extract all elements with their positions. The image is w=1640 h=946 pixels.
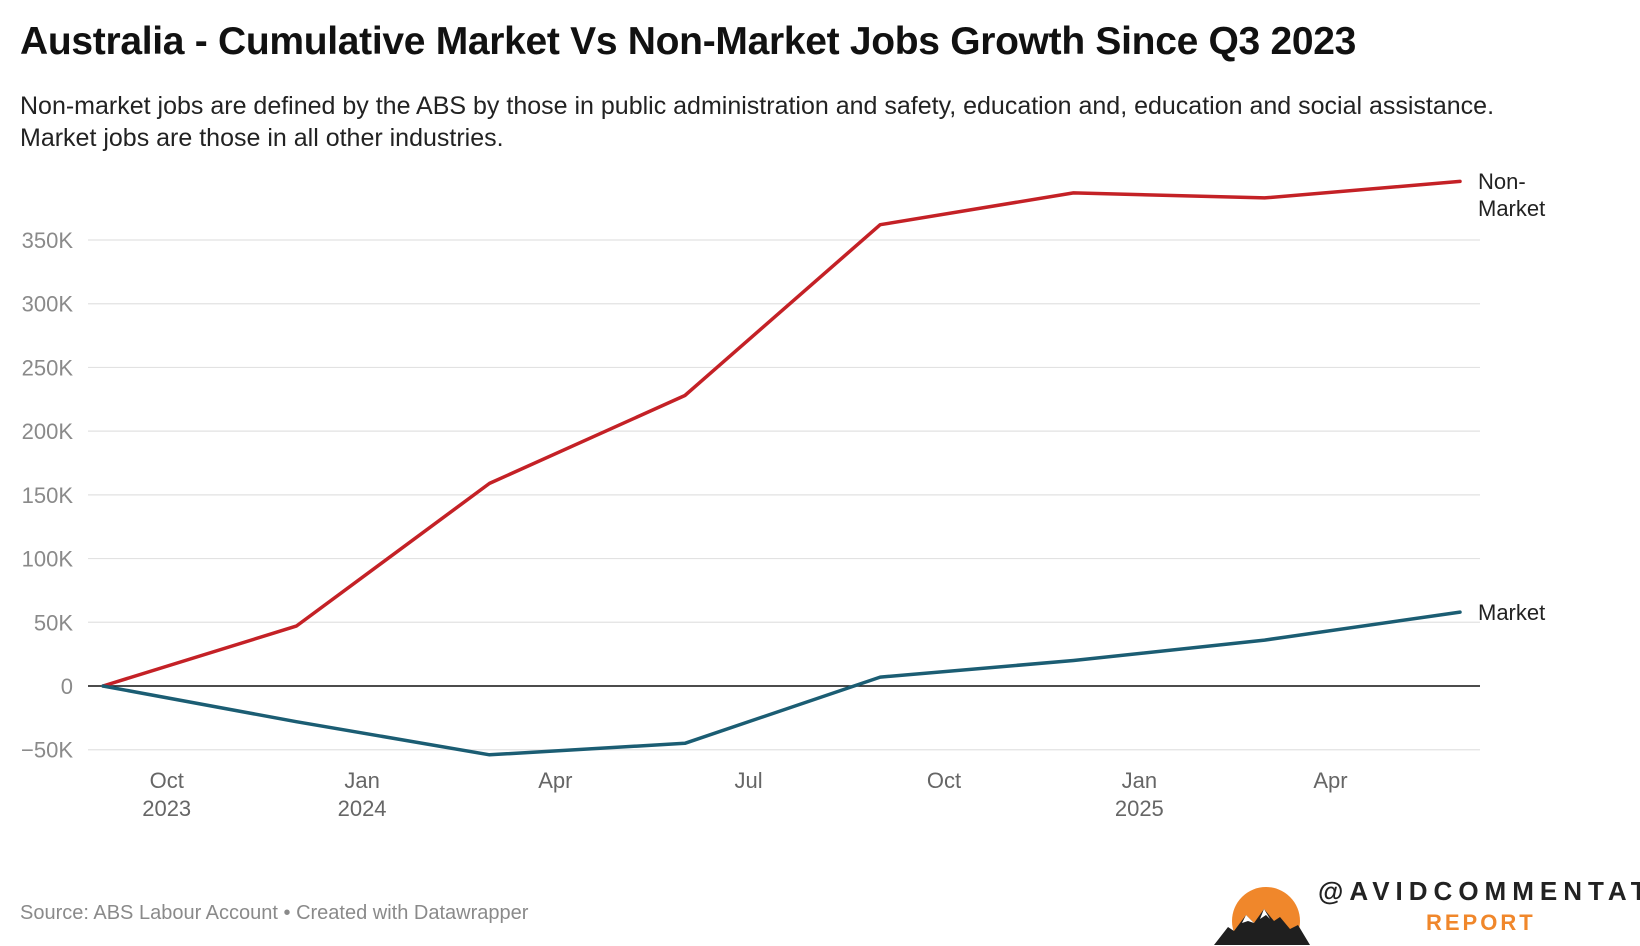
x-tick-label: Jul — [735, 768, 763, 793]
y-tick-label: 100K — [22, 547, 74, 572]
x-tick-year-label: 2023 — [142, 796, 191, 821]
x-tick-year-label: 2024 — [338, 796, 387, 821]
y-tick-label: 200K — [22, 419, 74, 444]
y-tick-label: 300K — [22, 292, 74, 317]
brand-subtitle: REPORT — [1426, 910, 1536, 935]
x-axis-ticks: Oct 2023 Jan 2024 Apr Jul Oct Jan 2025 Apr — [142, 768, 1347, 821]
chart-title: Australia - Cumulative Market Vs Non-Mar… — [20, 20, 1357, 63]
y-tick-label: 350K — [22, 228, 74, 253]
x-tick-label: Jan — [1122, 768, 1157, 793]
x-tick-label: Jan — [344, 768, 379, 793]
source-note: Source: ABS Labour Account • Created wit… — [20, 902, 529, 924]
y-axis-ticks: −50K 0 50K 100K 150K 200K 250K 300K 350K — [21, 228, 73, 763]
series-lines — [101, 179, 1462, 757]
series-label: Market — [1478, 196, 1545, 221]
y-tick-label: 150K — [22, 483, 74, 508]
series-label: Market — [1478, 600, 1545, 625]
series-line-market — [101, 610, 1462, 757]
x-tick-label: Oct — [150, 768, 184, 793]
y-tick-label: −50K — [21, 738, 73, 763]
y-tick-label: 250K — [22, 355, 74, 380]
gridlines — [88, 239, 1480, 751]
series-line-non-market — [101, 179, 1462, 688]
y-tick-label: 50K — [34, 610, 73, 635]
chart-subtitle: Non-market jobs are defined by the ABS b… — [20, 92, 1495, 152]
mountain-sun-logo-icon — [1214, 887, 1310, 945]
x-tick-label: Apr — [1313, 768, 1347, 793]
y-tick-label: 0 — [61, 674, 73, 699]
x-tick-year-label: 2025 — [1115, 796, 1164, 821]
x-tick-label: Apr — [538, 768, 572, 793]
x-tick-label: Oct — [927, 768, 961, 793]
brand-handle: @AVIDCOMMENTATOR — [1318, 876, 1640, 906]
series-label: Non- — [1478, 169, 1526, 194]
